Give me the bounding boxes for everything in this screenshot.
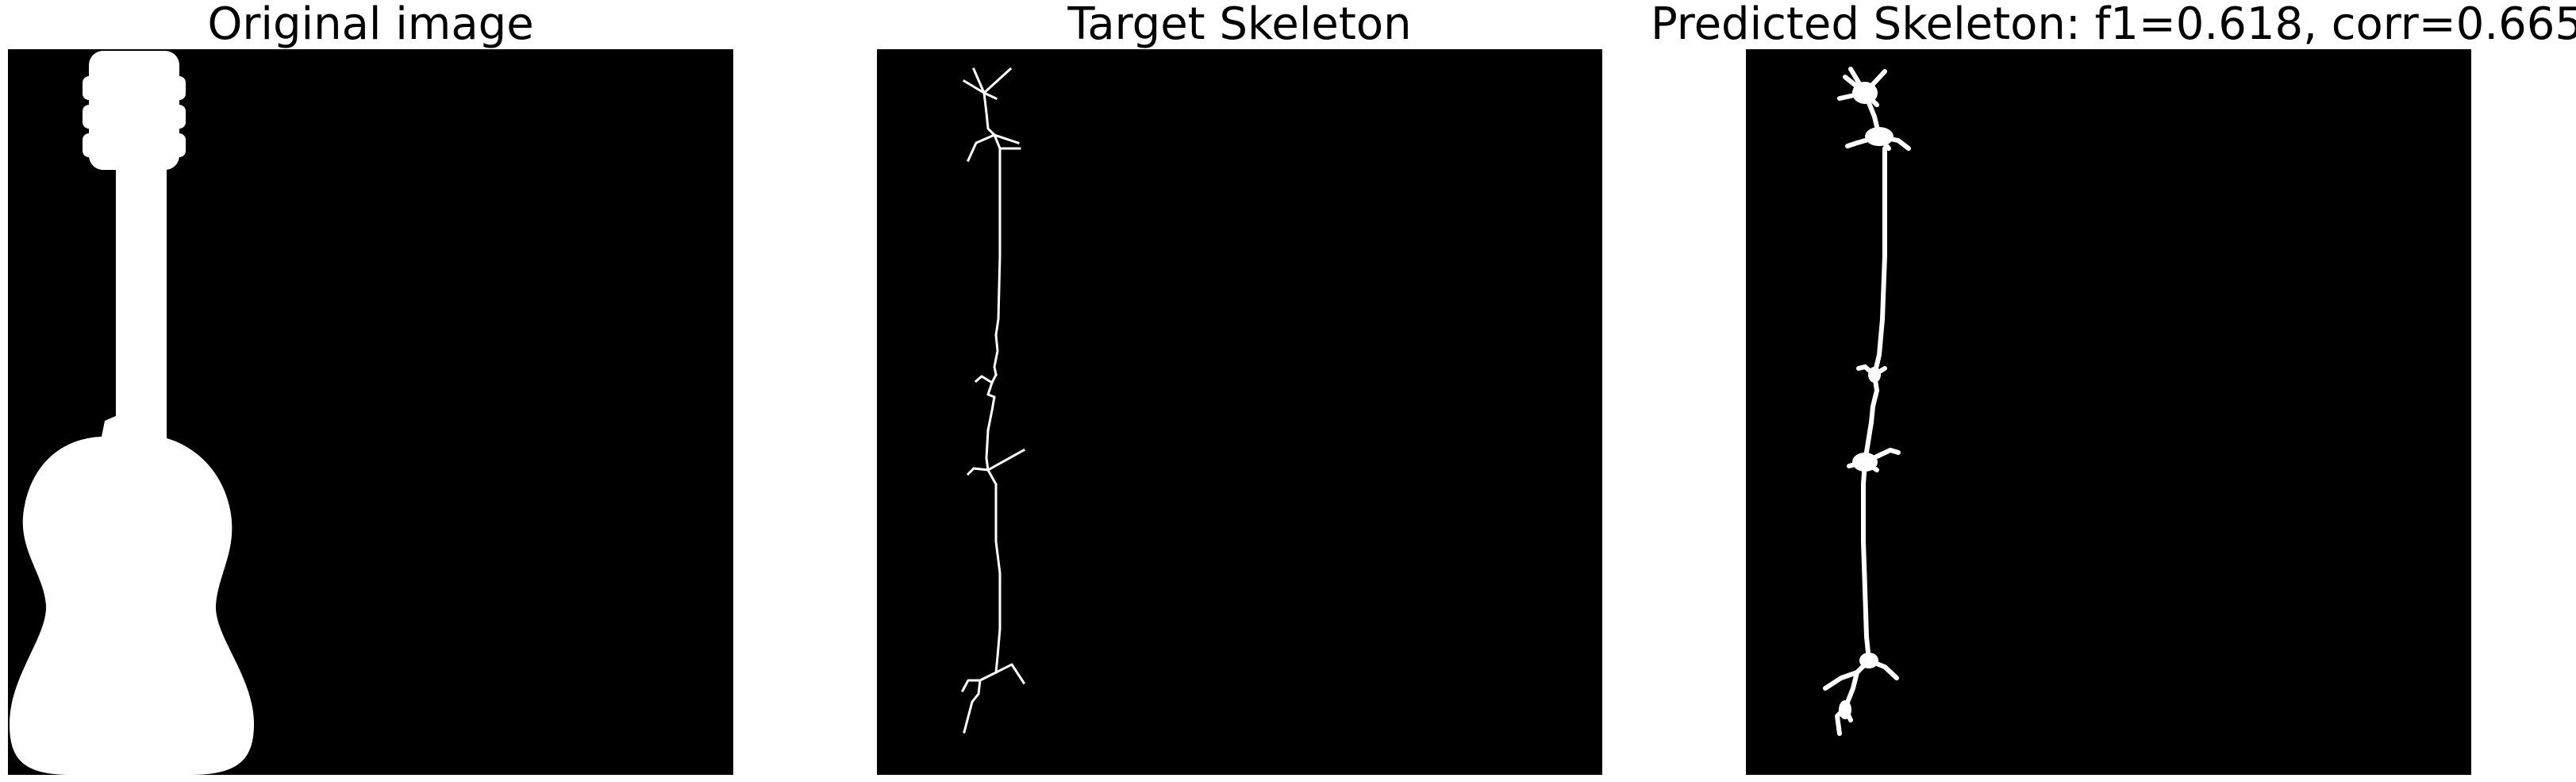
target-skeleton-image — [877, 49, 1602, 775]
skeleton-spine — [993, 147, 1002, 376]
tuning-peg — [171, 105, 186, 129]
panel-predicted-skeleton: Predicted Skeleton: f1=0.618, corr=0.665 — [1651, 0, 2576, 782]
original-image — [8, 49, 733, 775]
panel-title: Target Skeleton — [1067, 0, 1412, 50]
skeleton-blobs — [1839, 82, 1894, 719]
predicted-skeleton-image — [1746, 49, 2471, 775]
tuning-peg — [171, 76, 186, 100]
skeleton-junction — [1859, 653, 1878, 668]
skeleton-branch — [960, 663, 1026, 734]
skeleton-junction — [1852, 453, 1878, 472]
guitar-body — [10, 406, 254, 775]
skeleton-branch — [962, 67, 1013, 100]
tuning-peg — [83, 105, 97, 129]
tuning-peg — [83, 76, 97, 100]
guitar-silhouette — [10, 51, 254, 775]
thin-skeleton — [960, 67, 1026, 734]
skeleton-spine — [1861, 482, 1871, 663]
skeleton-junction — [1865, 127, 1894, 146]
skeleton-junction — [1839, 700, 1851, 719]
skeleton-junction — [1852, 82, 1878, 104]
skeleton-spine — [994, 483, 1002, 674]
skeleton-branch — [1837, 67, 1887, 107]
panel-target-skeleton: Target Skeleton — [877, 0, 1602, 782]
tuning-peg — [83, 133, 97, 157]
skeleton-branch — [966, 429, 1026, 487]
skeleton-branch — [974, 375, 994, 385]
skeleton-segment — [982, 91, 997, 137]
skeleton-junction — [1868, 367, 1881, 383]
image-background — [1746, 49, 2471, 775]
guitar-neck — [116, 160, 167, 414]
skeleton-spine — [1869, 146, 1887, 425]
panel-original-image: Original image — [8, 0, 733, 782]
tuning-peg — [171, 133, 186, 157]
skeleton-branch — [1823, 658, 1899, 736]
panel-title: Original image — [207, 0, 534, 50]
panel-title: Predicted Skeleton: f1=0.618, corr=0.665 — [1651, 0, 2576, 50]
guitar-headstock — [89, 51, 179, 170]
image-background — [877, 49, 1602, 775]
